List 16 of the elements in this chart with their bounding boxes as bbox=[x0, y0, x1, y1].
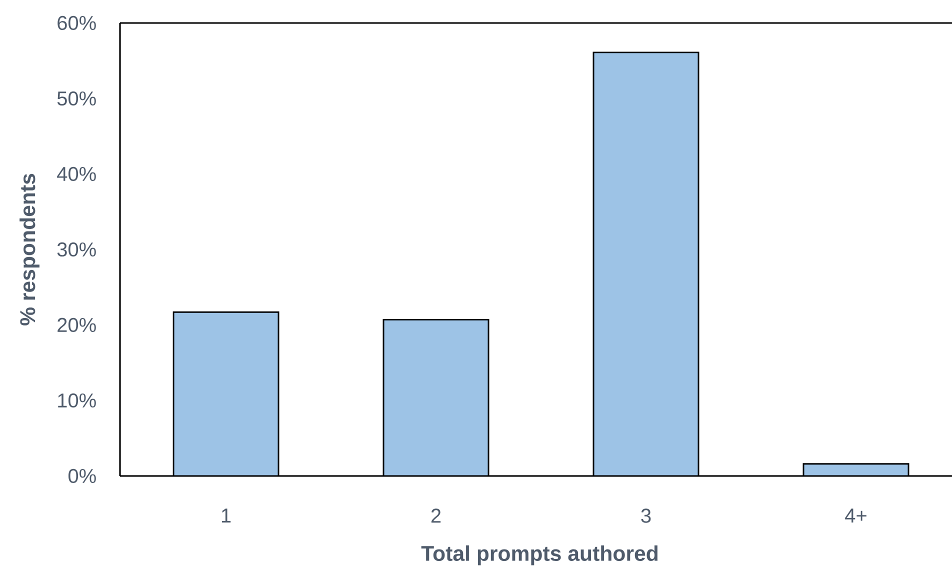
y-tick-label: 40% bbox=[57, 166, 96, 182]
y-tick-label: 20% bbox=[58, 318, 96, 332]
y-tick-label: 10% bbox=[58, 393, 96, 408]
x-tick-label: 2 bbox=[431, 508, 441, 523]
x-tick-label: 3 bbox=[641, 508, 651, 523]
y-tick-label: 30% bbox=[57, 242, 96, 257]
y-axis-title: % respondents bbox=[20, 174, 40, 326]
x-tick-label: 4+ bbox=[845, 508, 866, 522]
y-tick-label: 60% bbox=[58, 16, 96, 30]
y-tick-label: 0% bbox=[68, 468, 96, 484]
bar bbox=[384, 320, 489, 476]
x-tick-label: 1 bbox=[222, 508, 231, 522]
x-axis-title: Total prompts authored bbox=[421, 545, 658, 566]
bar bbox=[594, 52, 698, 476]
bar bbox=[174, 312, 279, 476]
y-tick-label: 50% bbox=[57, 91, 96, 106]
